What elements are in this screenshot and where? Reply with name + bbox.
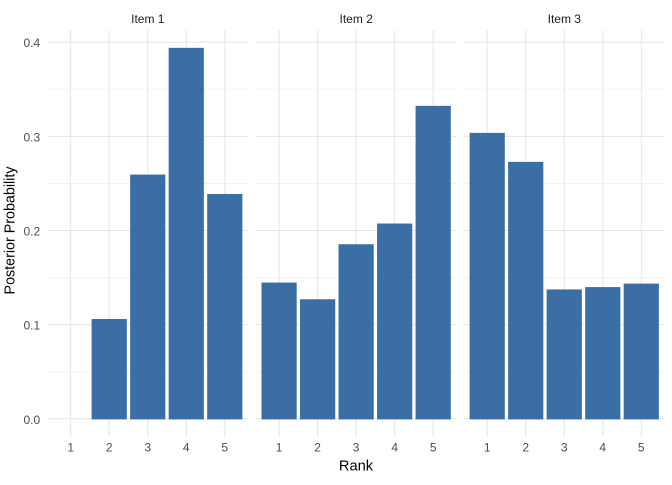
svg-text:5: 5 — [221, 440, 228, 454]
svg-text:1: 1 — [484, 440, 491, 454]
svg-text:0.2: 0.2 — [24, 225, 41, 239]
svg-text:0.0: 0.0 — [24, 413, 41, 427]
svg-text:3: 3 — [144, 440, 151, 454]
svg-text:Rank: Rank — [339, 458, 374, 474]
svg-text:Item 2: Item 2 — [340, 12, 374, 26]
svg-text:5: 5 — [638, 440, 645, 454]
svg-text:0.1: 0.1 — [24, 319, 41, 333]
svg-text:Item 1: Item 1 — [131, 12, 165, 26]
svg-text:2: 2 — [314, 440, 321, 454]
svg-text:1: 1 — [276, 440, 283, 454]
svg-text:2: 2 — [106, 440, 113, 454]
svg-text:0.4: 0.4 — [24, 36, 41, 50]
svg-text:0.3: 0.3 — [24, 130, 41, 144]
svg-text:3: 3 — [353, 440, 360, 454]
svg-text:3: 3 — [561, 440, 568, 454]
svg-text:2: 2 — [522, 440, 529, 454]
svg-text:4: 4 — [391, 440, 398, 454]
svg-text:4: 4 — [183, 440, 190, 454]
svg-text:Item 3: Item 3 — [548, 12, 582, 26]
svg-text:5: 5 — [430, 440, 437, 454]
svg-text:1: 1 — [67, 440, 74, 454]
svg-text:Posterior Probability: Posterior Probability — [3, 166, 19, 295]
svg-text:4: 4 — [599, 440, 606, 454]
